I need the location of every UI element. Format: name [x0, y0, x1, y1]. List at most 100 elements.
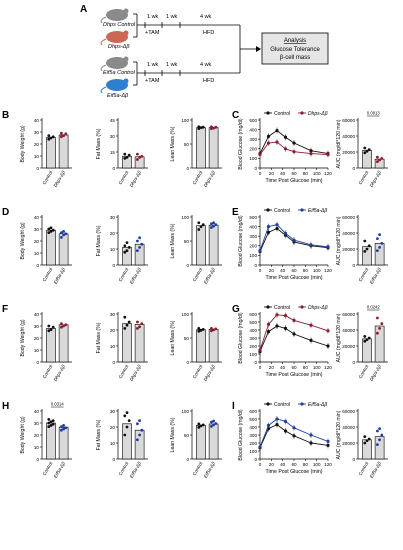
- x-tick-label: Control: [358, 267, 370, 282]
- p-value-label: 0.0242: [367, 305, 380, 310]
- data-point: [275, 313, 279, 317]
- x-tick-label: Eif5a-Δβ: [369, 461, 382, 479]
- y-axis-label: Lean Mass (%): [170, 417, 176, 452]
- x-tick-label: Dhps-Δβ: [53, 364, 66, 382]
- x-tick-label: 0: [259, 268, 262, 273]
- data-point: [47, 137, 51, 141]
- data-point: [380, 322, 384, 325]
- x-tick-label: 60: [291, 365, 297, 370]
- data-point: [367, 244, 371, 248]
- data-point: [138, 155, 142, 159]
- x-tick-label: 120: [324, 171, 332, 176]
- data-point: [210, 222, 213, 226]
- legend-label: Control: [274, 402, 290, 408]
- data-point: [125, 323, 129, 327]
- x-tick-label: 40: [280, 171, 286, 176]
- y-axis-label: Fat Mass (%): [96, 419, 102, 450]
- y-tick-label: 0: [352, 457, 355, 462]
- data-point: [266, 134, 271, 138]
- x-tick-label: 100: [313, 171, 321, 176]
- data-point: [212, 221, 216, 225]
- analysis-box: [261, 32, 329, 65]
- y-tick-label: 0: [352, 263, 355, 268]
- bar: [362, 246, 372, 266]
- y-axis-label: Fat Mass (%): [96, 225, 102, 256]
- legend-marker: [300, 111, 304, 115]
- bar-chart: 0 10 20 30 40 Body Weight (g) Control Eif5a-Δβ 0…: [20, 402, 72, 479]
- y-tick-label: 100: [181, 215, 189, 220]
- legend-label: Control: [274, 305, 290, 311]
- x-tick-label: 20: [269, 365, 275, 370]
- legend-label: Eif5a-Δβ: [308, 402, 327, 408]
- bar-chart: 0 10 20 30 Fat Mass (%) Control Eif5a-Δβ: [96, 215, 148, 285]
- y-tick-label: 0: [112, 457, 115, 462]
- y-tick-label: 20000: [342, 344, 355, 349]
- x-tick-label: Control: [192, 364, 204, 379]
- bar: [46, 328, 56, 363]
- data-point: [326, 245, 330, 249]
- y-tick-label: 40000: [342, 425, 355, 430]
- x-tick-label: Control: [42, 461, 54, 476]
- x-tick-label: Dhps-Δβ: [129, 364, 142, 382]
- duration-label: 1 wk: [166, 62, 178, 68]
- x-axis-label: Time Post Glucose (min): [266, 372, 323, 378]
- y-tick-label: 200: [249, 441, 257, 446]
- data-point: [210, 424, 213, 428]
- data-point: [275, 140, 279, 144]
- data-point: [292, 238, 296, 242]
- x-tick-label: Control: [42, 267, 54, 282]
- data-point: [60, 322, 63, 325]
- data-point: [266, 322, 271, 326]
- data-point: [140, 154, 144, 158]
- x-tick-label: Dhps-Δβ: [129, 170, 142, 188]
- bar: [134, 243, 145, 266]
- y-tick-label: 30: [34, 130, 40, 135]
- y-tick-label: 100: [181, 409, 189, 414]
- data-point: [136, 320, 139, 324]
- x-tick-label: 20: [269, 171, 275, 176]
- duration-label: 1 wk: [147, 62, 159, 68]
- y-tick-label: 0: [186, 360, 189, 365]
- y-tick-label: 40000: [342, 134, 355, 139]
- data-point: [199, 328, 203, 332]
- y-axis-label: Blood Glucose (mg/dl): [238, 409, 244, 461]
- data-point: [266, 141, 271, 145]
- y-tick-label: 0: [36, 166, 39, 171]
- y-tick-label: 100: [249, 253, 257, 258]
- y-tick-label: 300: [249, 234, 257, 239]
- data-point: [60, 325, 63, 329]
- data-point: [214, 125, 218, 129]
- x-tick-label: Dhps-Δβ: [203, 170, 216, 188]
- y-tick-label: 60000: [342, 118, 355, 123]
- y-tick-label: 200: [249, 344, 257, 349]
- y-tick-label: 600: [249, 312, 257, 317]
- x-tick-label: Eif5a-Δβ: [203, 461, 216, 479]
- panel-letter: H: [2, 401, 9, 412]
- p-value-label: 0.0314: [51, 402, 64, 407]
- data-point: [60, 425, 63, 428]
- x-tick-label: Control: [118, 267, 130, 282]
- y-tick-label: 30: [110, 134, 116, 139]
- data-point: [136, 152, 139, 156]
- y-axis-label: AUC (mg/dl*120 min): [336, 410, 342, 459]
- y-tick-label: 60000: [342, 312, 355, 317]
- data-point: [275, 423, 279, 427]
- y-tick-label: 10: [34, 348, 40, 353]
- mouse-label: Dhps-Δβ: [108, 44, 130, 50]
- data-point: [326, 152, 330, 157]
- data-point: [199, 225, 203, 229]
- y-tick-label: 0: [36, 457, 39, 462]
- y-tick-label: 20000: [342, 441, 355, 446]
- y-tick-label: 100: [181, 312, 189, 317]
- y-tick-label: 500: [249, 320, 257, 325]
- data-point: [64, 323, 68, 327]
- y-tick-label: 300: [249, 336, 257, 341]
- bar-chart: 0 50 100 Lean Mass (%) Control Eif5a-Δβ: [170, 409, 222, 479]
- x-tick-label: 20: [269, 462, 275, 467]
- y-tick-label: 40: [34, 215, 40, 220]
- y-axis-label: Fat Mass (%): [96, 322, 102, 353]
- y-tick-label: 30: [34, 421, 40, 426]
- data-point: [140, 428, 144, 432]
- x-tick-label: 80: [303, 462, 309, 467]
- bar: [196, 329, 206, 363]
